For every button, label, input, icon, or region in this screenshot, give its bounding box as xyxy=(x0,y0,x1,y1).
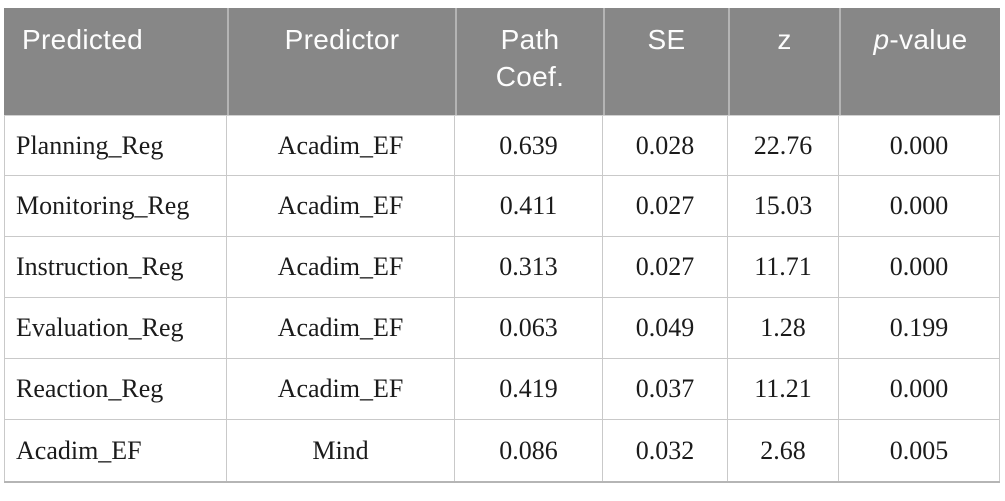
cell-z: 15.03 xyxy=(728,176,839,237)
column-header-path-coef: Path Coef. xyxy=(455,8,603,115)
cell-se: 0.028 xyxy=(603,115,728,176)
cell-predicted: Planning_Reg xyxy=(4,115,227,176)
cell-predicted: Reaction_Reg xyxy=(4,359,227,420)
cell-predictor: Acadim_EF xyxy=(227,176,455,237)
column-header-label: Path Coef. xyxy=(495,24,565,92)
column-header-label: p-value xyxy=(873,24,968,55)
cell-path-coef: 0.086 xyxy=(455,420,603,481)
path-coefficients-table: Predicted Predictor Path Coef. SE z p-value Pl… xyxy=(4,8,1000,483)
cell-path-coef: 0.639 xyxy=(455,115,603,176)
cell-p-value: 0.005 xyxy=(839,420,1000,481)
cell-predicted: Acadim_EF xyxy=(4,420,227,481)
cell-p-value: 0.000 xyxy=(839,237,1000,298)
column-header-predictor: Predictor xyxy=(227,8,455,115)
cell-predicted: Evaluation_Reg xyxy=(4,298,227,359)
cell-z: 11.21 xyxy=(728,359,839,420)
cell-p-value: 0.000 xyxy=(839,176,1000,237)
cell-z: 1.28 xyxy=(728,298,839,359)
cell-z: 22.76 xyxy=(728,115,839,176)
cell-path-coef: 0.419 xyxy=(455,359,603,420)
column-header-label: SE xyxy=(647,24,686,55)
cell-predicted: Monitoring_Reg xyxy=(4,176,227,237)
column-header-se: SE xyxy=(603,8,728,115)
cell-predictor: Acadim_EF xyxy=(227,115,455,176)
cell-se: 0.032 xyxy=(603,420,728,481)
cell-p-value: 0.199 xyxy=(839,298,1000,359)
cell-se: 0.027 xyxy=(603,237,728,298)
column-header-label: Predictor xyxy=(284,24,400,55)
cell-predictor: Mind xyxy=(227,420,455,481)
cell-predictor: Acadim_EF xyxy=(227,298,455,359)
cell-se: 0.037 xyxy=(603,359,728,420)
cell-predictor: Acadim_EF xyxy=(227,237,455,298)
cell-predictor: Acadim_EF xyxy=(227,359,455,420)
cell-z: 11.71 xyxy=(728,237,839,298)
cell-predicted: Instruction_Reg xyxy=(4,237,227,298)
column-header-p-value: p-value xyxy=(839,8,1000,115)
column-header-predicted: Predicted xyxy=(4,8,227,115)
cell-se: 0.049 xyxy=(603,298,728,359)
cell-path-coef: 0.411 xyxy=(455,176,603,237)
cell-se: 0.027 xyxy=(603,176,728,237)
cell-path-coef: 0.313 xyxy=(455,237,603,298)
cell-p-value: 0.000 xyxy=(839,115,1000,176)
column-header-z: z xyxy=(728,8,839,115)
cell-z: 2.68 xyxy=(728,420,839,481)
cell-p-value: 0.000 xyxy=(839,359,1000,420)
column-header-label: z xyxy=(777,24,792,55)
column-header-label: Predicted xyxy=(22,24,143,55)
cell-path-coef: 0.063 xyxy=(455,298,603,359)
table-grid: Predicted Predictor Path Coef. SE z p-value Pl… xyxy=(4,8,1000,481)
